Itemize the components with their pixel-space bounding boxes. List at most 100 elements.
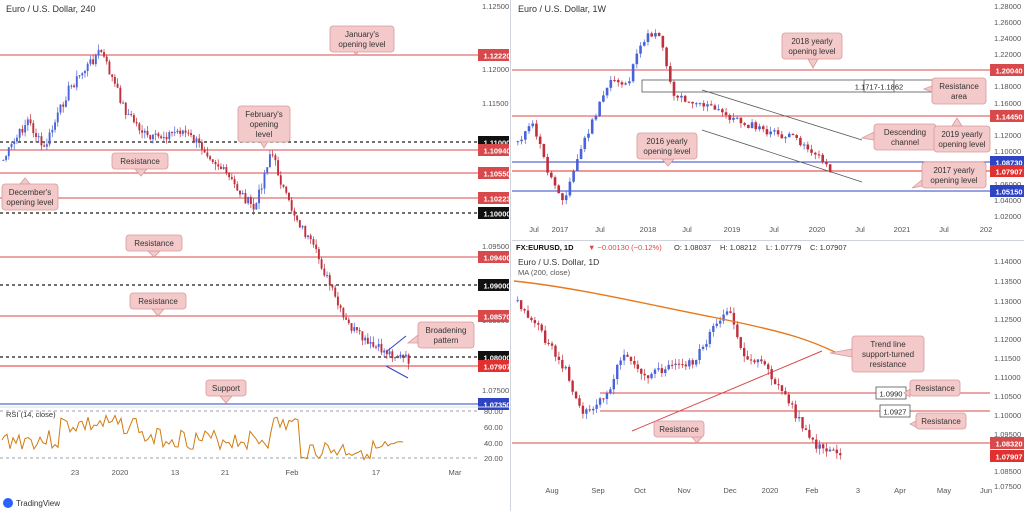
candle-body [45,144,48,147]
rt-price-label-bg [990,185,1024,197]
candle-body [64,100,67,107]
annotation-december-opening-pointer [19,177,31,185]
rt-resistance-area-box [641,79,973,93]
candle-body [688,360,691,367]
candle-body [818,444,821,449]
candle-body [239,190,241,195]
candle-body [347,319,350,324]
rb-chart-title: Euro / U.S. Dollar, 1D [518,257,599,267]
candle-body [709,104,713,106]
candle-body [660,368,664,374]
candle-body [296,215,299,221]
candle-body [173,132,176,134]
rb-boxed-level: 1.0927 [884,408,907,417]
annotation-february-opening-box [237,105,291,143]
annotation-2016-yearly-opening-box [636,132,698,160]
candle-body [576,159,579,172]
candle-body [146,130,149,136]
rb-x-tick-label: Feb [806,486,819,495]
candle-body [537,323,540,325]
candle-body [130,114,133,116]
candle-body [377,344,380,348]
rb-x-tick-label: Aug [545,486,558,495]
candle-body [37,136,40,138]
right-bottom-chart-svg[interactable]: FX:EURUSD, 1D ▼ −0.00130 (−0.12%) O: 1.080… [512,241,1024,511]
candle-body [32,123,35,134]
tradingview-logo-icon [3,498,13,508]
candle-body [665,47,668,67]
candle-body [111,74,114,77]
left-price-label-bg [478,192,516,204]
candle-body [743,123,746,125]
candle-body [784,137,787,139]
candle-body [581,405,585,414]
candle-body [334,287,337,297]
candle-body [200,142,203,150]
candle-body [670,364,674,366]
candle-body [59,104,62,113]
candle-body [612,379,616,390]
candle-body [113,76,116,84]
annotation-2016-yearly-opening: opening level [643,147,690,156]
candle-body [765,129,769,135]
candle-body [40,136,43,146]
candle-body [364,337,367,341]
candle-body [794,404,797,419]
candle-body [135,122,138,124]
candle-body [56,112,59,123]
candle-body [568,181,572,196]
candle-body [761,126,765,130]
rsi-tick-label: 40.00 [484,439,503,448]
candle-body [266,167,269,174]
candle-body [116,83,119,88]
candle-body [578,398,581,406]
candle-body [402,354,405,357]
candle-body [806,144,810,150]
candle-body [725,311,729,315]
candle-body [92,59,95,65]
candle-body [547,342,550,344]
candle-body [683,95,687,102]
right-top-chart-svg[interactable]: Euro / U.S. Dollar, 1W 1.28000 1.26000 1.24… [512,0,1024,240]
right-top-chart-panel[interactable]: Euro / U.S. Dollar, 1W 1.28000 1.26000 1.24… [512,0,1024,240]
rt-y-tick-label: 1.28000 [994,2,1021,11]
rt-price-label-bg [990,64,1024,76]
candle-body [595,404,598,409]
candle-body [590,119,594,134]
candle-body [171,132,173,134]
left-chart-panel[interactable]: Euro / U.S. Dollar, 240 1.12500 1.12000 1.1… [0,0,516,511]
annotation-resistance-rb-3-pointer [691,436,703,444]
candle-body [592,408,595,411]
candle-body [813,152,817,155]
left-chart-svg[interactable]: Euro / U.S. Dollar, 240 1.12500 1.12000 1.1… [0,0,516,511]
candle-body [70,85,73,87]
annotation-resistance-area-box [931,77,987,105]
rt-price-label: 1.20040 [995,67,1022,76]
ohlc-open: O: 1.08037 [674,243,711,252]
annotation-resistance-rb-2-box [915,412,967,430]
rt-y-tick-label: 1.10000 [994,147,1021,156]
candle-body [588,409,591,411]
candle-body [543,330,547,343]
candle-body [258,189,260,204]
candle-body [192,135,195,143]
candle-body [550,172,553,178]
candle-body [100,49,103,53]
candle-body [668,66,672,82]
annotation-descending-channel: Descending [884,128,926,137]
candle-body [753,360,756,363]
candle-body [702,103,706,107]
left-price-label: 1.08570 [483,313,509,322]
rt-price-label-bg [990,165,1024,177]
rt-price-label: 1.08730 [995,159,1022,168]
left-price-label-bg [478,360,516,372]
candle-body [642,41,646,46]
candle-body [657,368,660,370]
candle-body [825,448,828,452]
candle-body [268,154,271,168]
annotation-2017-yearly-opening-box [921,161,987,189]
candle-body [808,429,811,438]
right-bottom-chart-panel[interactable]: FX:EURUSD, 1D ▼ −0.00130 (−0.12%) O: 1.080… [512,241,1024,511]
rb-y-tick-label: 1.08500 [994,467,1021,476]
left-y-tick-label: 1.12500 [482,2,509,11]
